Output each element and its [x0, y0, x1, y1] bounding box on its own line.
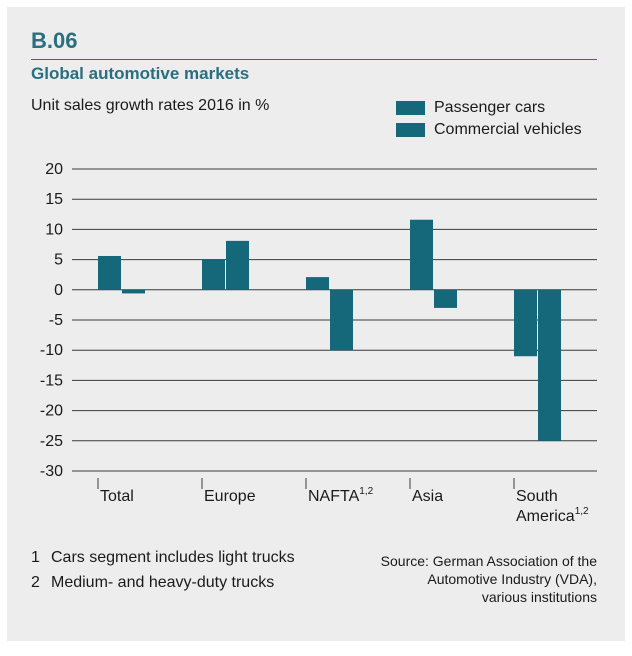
footnote-number: 2 [31, 574, 40, 591]
chart-subtitle: Unit sales growth rates 2016 in % [31, 97, 270, 114]
legend-swatch [396, 101, 425, 115]
footnote-text: Cars segment includes light trucks [51, 549, 295, 566]
y-tick-label: -10 [40, 342, 63, 359]
footnote-number: 1 [31, 549, 40, 566]
bar-passenger-cars [306, 277, 329, 290]
legend-label: Commercial vehicles [434, 121, 582, 138]
bar-commercial-vehicles [538, 289, 561, 441]
footnote-superscript: 1,2 [575, 506, 589, 517]
y-tick-label: -30 [40, 463, 63, 480]
footnotes: 1 Cars segment includes light trucks 2 M… [31, 549, 295, 599]
x-category-label: Europe [204, 488, 256, 505]
bar-commercial-vehicles [434, 289, 457, 308]
legend-swatch [396, 123, 425, 137]
bar-passenger-cars [98, 255, 121, 290]
title-rule [31, 59, 597, 60]
y-tick-label: 15 [45, 191, 63, 208]
bar-commercial-vehicles [226, 240, 249, 290]
source-line: Source: German Association of the [380, 553, 597, 569]
legend-item-commercial-vehicles: Commercial vehicles [396, 119, 582, 141]
footnote-superscript: 1,2 [359, 486, 373, 497]
legend-item-passenger-cars: Passenger cars [396, 97, 582, 119]
x-category-label: South [516, 488, 558, 505]
bar-passenger-cars [410, 219, 433, 290]
footnote: 1 Cars segment includes light trucks [31, 549, 295, 574]
chart-legend: Passenger cars Commercial vehicles [396, 97, 582, 141]
x-category-label: NAFTA1,2 [308, 486, 374, 505]
legend-label: Passenger cars [434, 99, 546, 116]
x-category-label: Asia [412, 488, 443, 505]
y-tick-label: 10 [45, 221, 63, 238]
y-tick-label: 5 [54, 252, 63, 269]
x-category-label: Total [100, 488, 134, 505]
figure-number: B.06 [31, 28, 78, 53]
source-line: various institutions [481, 589, 597, 605]
bar-commercial-vehicles [122, 289, 145, 294]
bar-passenger-cars [202, 258, 225, 290]
chart-title: Global automotive markets [31, 64, 250, 83]
bar-commercial-vehicles [330, 289, 353, 351]
source-line: Automotive Industry (VDA), [427, 571, 597, 587]
footnote-text: Medium- and heavy-duty trucks [51, 574, 275, 591]
y-tick-label: -15 [40, 372, 63, 389]
bar-passenger-cars [514, 289, 537, 357]
source-note: Source: German Association of the Automo… [347, 552, 597, 606]
y-tick-label: 0 [54, 282, 63, 299]
y-tick-label: -5 [49, 312, 63, 329]
footnote: 2 Medium- and heavy-duty trucks [31, 574, 295, 599]
y-tick-label: -25 [40, 433, 63, 450]
x-category-label: America1,2 [516, 506, 589, 525]
y-tick-label: 20 [45, 161, 63, 178]
y-tick-label: -20 [40, 403, 63, 420]
